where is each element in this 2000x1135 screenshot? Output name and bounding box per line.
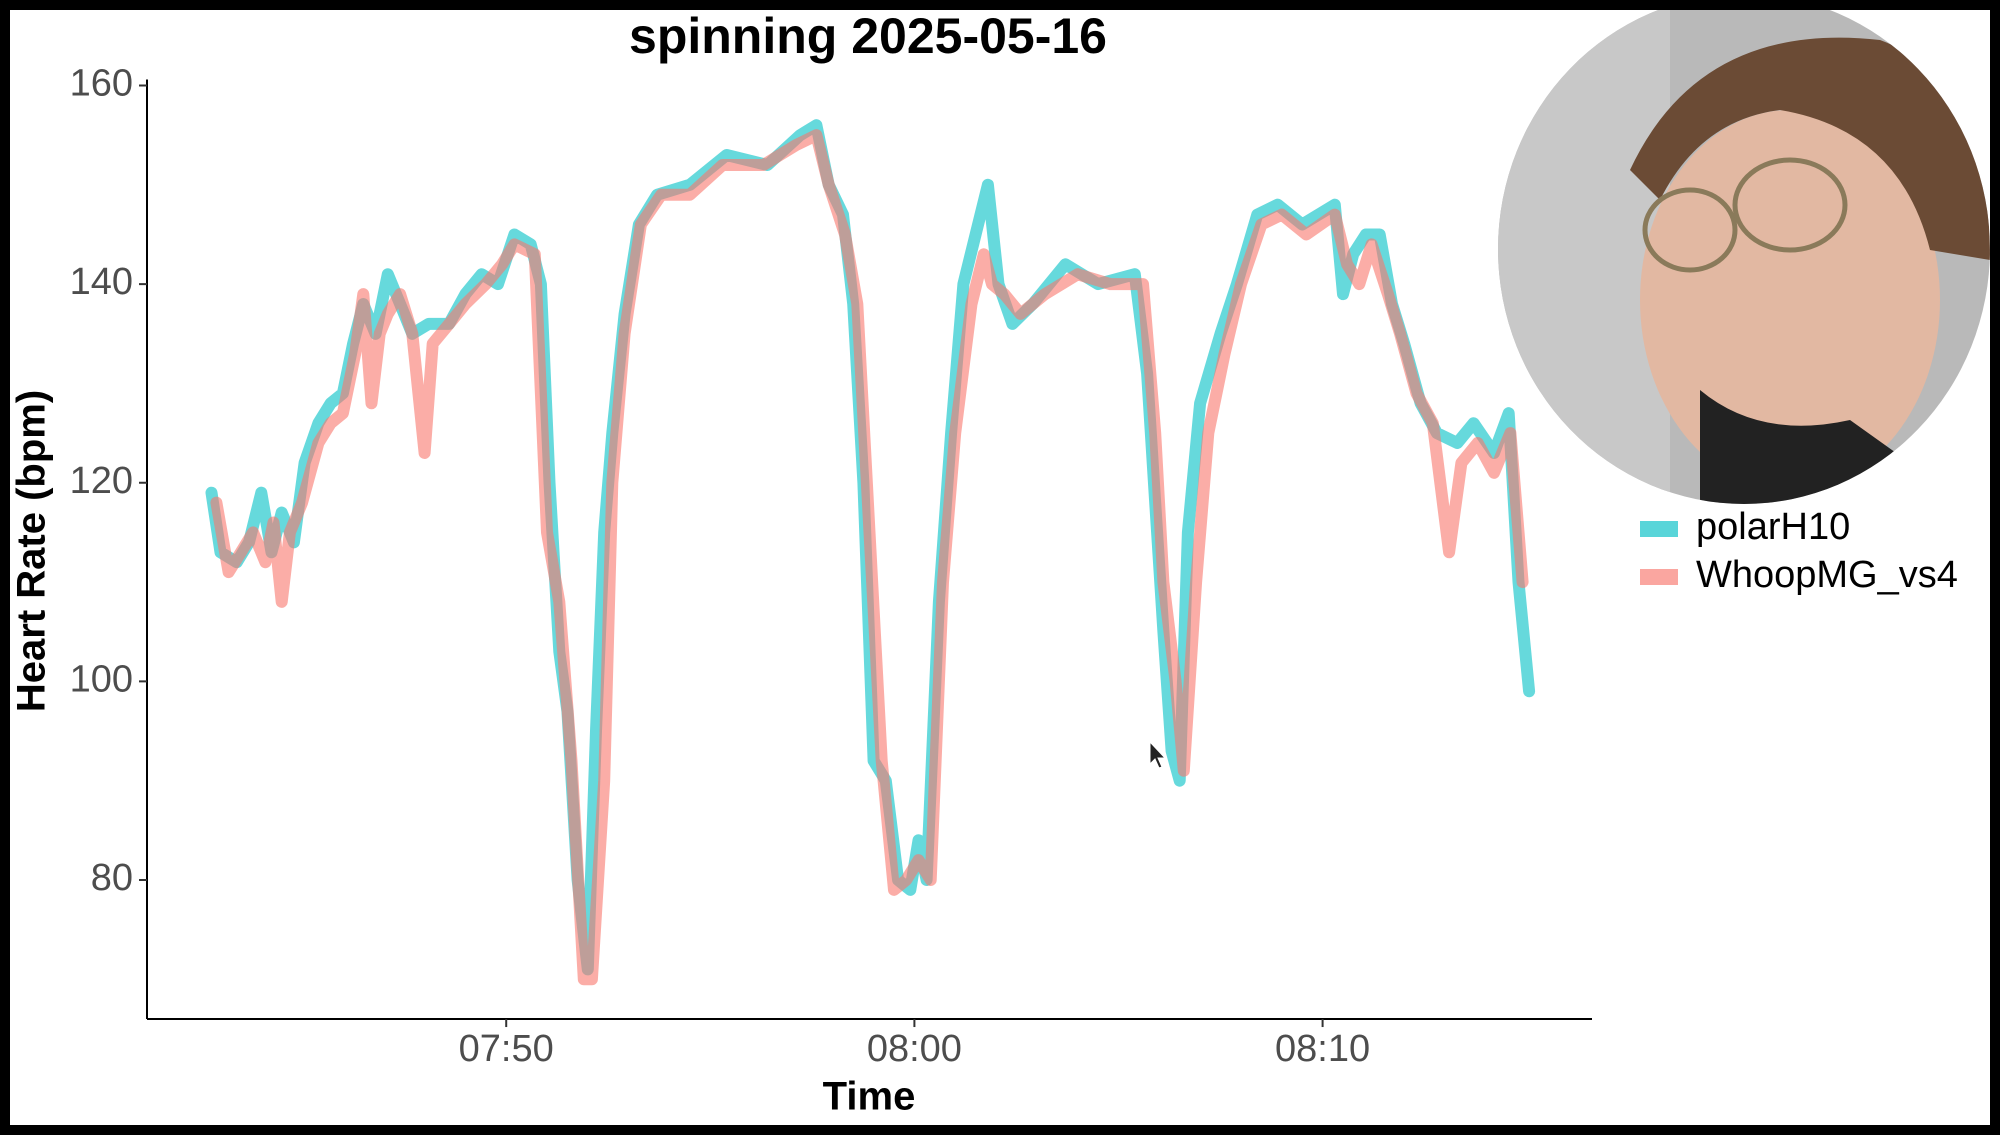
chart-title: spinning 2025-05-16 bbox=[629, 8, 1107, 64]
y-tick-label: 80 bbox=[91, 857, 133, 899]
x-tick-label: 08:00 bbox=[867, 1028, 962, 1070]
legend-key bbox=[1640, 569, 1678, 585]
legend-label: WhoopMG_vs4 bbox=[1696, 554, 1958, 596]
glasses bbox=[1642, 187, 1738, 273]
face bbox=[1640, 110, 1940, 490]
glasses bbox=[1732, 157, 1848, 253]
legend-key bbox=[1640, 521, 1678, 537]
x-tick-label: 07:50 bbox=[459, 1028, 554, 1070]
hair bbox=[1630, 37, 1990, 260]
y-axis-title: Heart Rate (bpm) bbox=[10, 390, 54, 712]
x-tick-label: 08:10 bbox=[1275, 1028, 1370, 1070]
line bbox=[210, 129, 1529, 986]
legend-label: polarH10 bbox=[1696, 506, 1850, 548]
cursor bbox=[1149, 740, 1167, 769]
x-axis-title: Time bbox=[823, 1075, 916, 1119]
y-tick-label: 100 bbox=[70, 658, 133, 700]
y-tick-label: 120 bbox=[70, 460, 133, 502]
y-tick-label: 140 bbox=[70, 261, 133, 303]
y-tick-label: 160 bbox=[70, 63, 133, 105]
